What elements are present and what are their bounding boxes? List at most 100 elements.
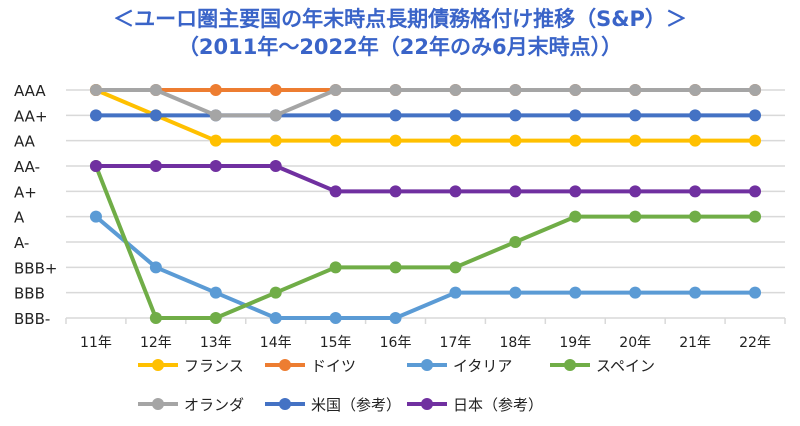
data-point — [269, 134, 282, 147]
data-point — [209, 84, 222, 96]
data-point — [209, 286, 222, 299]
data-point — [149, 109, 162, 122]
y-tick-label: BBB+ — [14, 259, 57, 277]
data-point — [269, 312, 282, 324]
data-point — [509, 84, 522, 96]
x-tick-label: 18年 — [499, 335, 531, 351]
legend-marker — [421, 398, 433, 410]
data-point — [749, 185, 762, 198]
chart-title: ＜ユーロ圏主要国の年末時点長期債務格付け推移（S&P）＞ — [113, 7, 687, 31]
legend-marker — [564, 359, 576, 371]
data-point — [569, 185, 582, 198]
y-tick-label: AA — [14, 133, 36, 151]
series-line-4 — [95, 88, 756, 118]
data-point — [149, 312, 162, 324]
data-point — [389, 185, 402, 198]
data-point — [449, 185, 462, 198]
x-tick-label: 13年 — [200, 335, 232, 351]
data-point — [329, 312, 342, 324]
data-point — [449, 134, 462, 147]
series-line-0 — [95, 88, 756, 143]
data-point — [629, 210, 642, 223]
legend-label: スペイン — [596, 357, 655, 375]
data-point — [689, 210, 702, 223]
data-point — [569, 109, 582, 122]
data-point — [389, 312, 402, 324]
data-point — [149, 261, 162, 274]
data-point — [749, 109, 762, 122]
x-tick-label: 19年 — [559, 335, 591, 351]
data-point — [569, 286, 582, 299]
data-point — [449, 286, 462, 299]
data-point — [149, 160, 162, 172]
data-point — [209, 109, 222, 122]
series-line-6 — [95, 164, 756, 194]
x-tick-label: 16年 — [380, 335, 412, 351]
y-tick-label: AA- — [14, 158, 40, 176]
data-point — [89, 160, 102, 172]
x-tick-label: 20年 — [619, 335, 651, 351]
y-tick-label: A- — [14, 234, 29, 252]
data-point — [449, 261, 462, 274]
data-point — [449, 84, 462, 96]
legend-marker — [279, 398, 291, 410]
x-tick-label: 17年 — [440, 335, 472, 351]
data-point — [269, 160, 282, 172]
y-tick-label: A+ — [14, 183, 37, 201]
data-point — [749, 84, 762, 96]
data-point — [329, 185, 342, 198]
data-point — [209, 134, 222, 147]
data-point — [269, 286, 282, 299]
data-point — [689, 109, 702, 122]
x-tick-label: 22年 — [739, 335, 771, 351]
data-point — [329, 109, 342, 122]
data-point — [389, 84, 402, 96]
legend-label: 日本（参考） — [453, 396, 543, 414]
data-point — [569, 134, 582, 147]
data-point — [89, 210, 102, 223]
data-point — [329, 84, 342, 96]
data-point — [509, 185, 522, 198]
data-point — [329, 134, 342, 147]
data-point — [269, 109, 282, 122]
data-point — [509, 134, 522, 147]
x-tick-label: 14年 — [260, 335, 292, 351]
data-point — [629, 286, 642, 299]
data-point — [749, 210, 762, 223]
data-point — [449, 109, 462, 122]
data-point — [749, 286, 762, 299]
data-point — [689, 134, 702, 147]
data-point — [149, 84, 162, 96]
data-point — [509, 109, 522, 122]
data-point — [389, 134, 402, 147]
y-tick-label: AAA — [14, 82, 46, 100]
data-point — [509, 236, 522, 248]
data-point — [209, 312, 222, 324]
data-point — [389, 109, 402, 122]
legend-marker — [152, 359, 164, 371]
data-point — [749, 134, 762, 147]
data-point — [509, 286, 522, 299]
legend-marker — [152, 398, 164, 410]
y-tick-label: AA+ — [14, 107, 48, 125]
data-point — [569, 84, 582, 96]
data-point — [89, 109, 102, 122]
data-point — [689, 84, 702, 96]
data-point — [329, 261, 342, 274]
data-point — [89, 84, 102, 96]
series-line-2 — [94, 215, 756, 320]
data-point — [209, 160, 222, 172]
series-line-3 — [94, 165, 756, 320]
data-point — [569, 210, 582, 223]
x-tick-label: 21年 — [679, 335, 711, 351]
chart-subtitle: （2011年～2022年（22年のみ6月末時点）） — [177, 35, 623, 59]
data-point — [389, 261, 402, 274]
y-tick-label: BBB- — [14, 310, 50, 328]
data-point — [689, 185, 702, 198]
data-point — [629, 109, 642, 122]
data-point — [629, 84, 642, 96]
data-point — [629, 185, 642, 198]
legend-label: オランダ — [184, 396, 244, 414]
data-point — [689, 286, 702, 299]
